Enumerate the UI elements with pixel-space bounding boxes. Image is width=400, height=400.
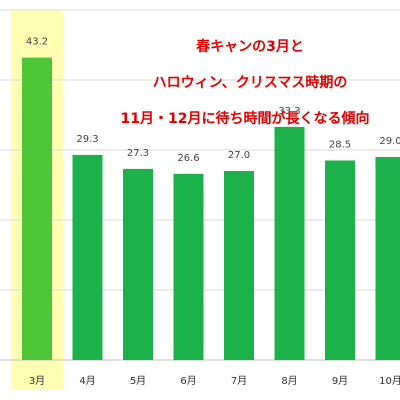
annotation-line-1: 春キャンの3月と bbox=[195, 38, 304, 55]
data-labels: 43.2 29.3 27.3 26.6 27.0 33.3 28.5 29.0 bbox=[26, 37, 400, 164]
bar-1 bbox=[22, 57, 52, 360]
data-label-1: 43.2 bbox=[26, 37, 48, 48]
x-tick-6: 8月 bbox=[281, 375, 297, 387]
bar-8 bbox=[375, 157, 400, 360]
x-tick-1: 3月 bbox=[29, 375, 45, 387]
x-axis-ticks: 3月 4月 5月 6月 7月 8月 9月 10月 bbox=[29, 375, 400, 387]
data-label-6: 33.3 bbox=[278, 106, 300, 117]
x-tick-3: 5月 bbox=[130, 375, 146, 387]
x-tick-8: 10月 bbox=[379, 375, 400, 387]
data-label-2: 29.3 bbox=[76, 134, 98, 145]
annotation-line-2: ハロウィン、クリスマス時期の bbox=[153, 74, 348, 91]
bar-5 bbox=[224, 171, 254, 360]
bar-3 bbox=[123, 168, 153, 360]
annotation: 春キャンの3月と ハロウィン、クリスマス時期の 11月・12月に待ち時間が長くな… bbox=[121, 38, 370, 127]
bar-2 bbox=[72, 154, 103, 360]
data-label-3: 27.3 bbox=[127, 148, 149, 159]
data-label-5: 27.0 bbox=[228, 150, 250, 161]
x-tick-7: 9月 bbox=[332, 375, 348, 387]
data-label-8: 29.0 bbox=[379, 136, 400, 147]
x-tick-5: 7月 bbox=[231, 375, 247, 387]
data-label-4: 26.6 bbox=[177, 153, 199, 164]
bar-4 bbox=[173, 173, 204, 360]
bar-6 bbox=[274, 126, 305, 361]
bars bbox=[22, 57, 400, 361]
data-label-7: 28.5 bbox=[329, 140, 351, 151]
annotation-line-3: 11月・12月に待ち時間が長くなる傾向 bbox=[121, 110, 370, 127]
x-tick-2: 4月 bbox=[79, 375, 95, 387]
x-tick-4: 6月 bbox=[180, 375, 196, 387]
bar-7 bbox=[325, 160, 355, 360]
